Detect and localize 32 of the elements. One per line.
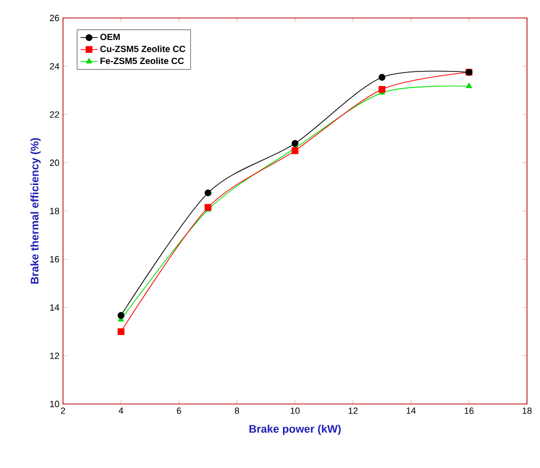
- point: [292, 140, 298, 147]
- legend-label: Fe-ZSM5 Zeolite CC: [100, 57, 184, 64]
- x-tick-label: 10: [290, 408, 300, 414]
- point: [118, 312, 124, 319]
- y-tick-label: 26: [50, 14, 60, 22]
- point: [292, 147, 298, 154]
- x-axis-title: Brake power (kW): [249, 424, 341, 435]
- y-tick-label: 14: [50, 304, 60, 311]
- y-axis-title: Brake thermal efficiency (%): [30, 138, 41, 284]
- x-tick-label: 2: [60, 408, 66, 414]
- x-tick-label: 14: [406, 408, 416, 414]
- x-tick-label: 18: [522, 408, 532, 414]
- y-tick-label: 24: [50, 63, 60, 70]
- point: [378, 74, 386, 81]
- y-tick-label: 18: [50, 208, 60, 214]
- point: [378, 86, 386, 93]
- legend-label: OEM: [100, 34, 120, 40]
- point: [118, 328, 124, 336]
- x-tick-label: 12: [348, 408, 358, 414]
- y-tick-label: 10: [50, 400, 60, 408]
- x-tick-label: 6: [176, 408, 182, 414]
- x-tick-label: 16: [464, 408, 474, 414]
- point: [204, 204, 212, 211]
- x-tick-label: 8: [234, 408, 240, 414]
- x-tick-label: 4: [118, 408, 124, 414]
- legend-label: Cu-ZSM5 Zeolite CC: [100, 45, 186, 52]
- point: [466, 82, 472, 88]
- point: [204, 189, 212, 196]
- y-tick-label: 12: [50, 352, 60, 359]
- y-tick-label: 16: [50, 256, 60, 262]
- y-tick-label: 20: [50, 160, 60, 166]
- y-tick-label: 22: [50, 111, 60, 118]
